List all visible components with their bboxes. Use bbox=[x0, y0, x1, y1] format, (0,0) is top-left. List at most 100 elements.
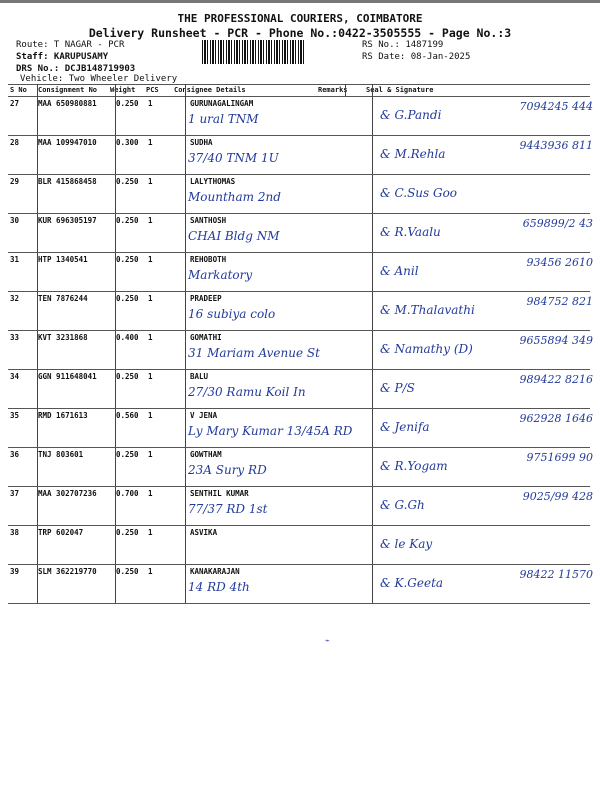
ink-mark: ⌁ bbox=[325, 636, 330, 645]
serial-number: 31 bbox=[10, 255, 20, 264]
pieces: 1 bbox=[148, 450, 153, 459]
consignee-name: GOWTHAM bbox=[190, 450, 222, 459]
serial-number: 38 bbox=[10, 528, 20, 537]
staff: Staff: KARUPUSAMY bbox=[16, 52, 109, 62]
runsheet-subtitle: Delivery Runsheet - PCR - Phone No.:0422… bbox=[88, 26, 512, 40]
table-row: 37 MAA 302707236 0.700 1 SENTHIL KUMAR 77/37 … bbox=[8, 486, 593, 526]
handwritten-phone: 659899/2 43 bbox=[522, 217, 593, 230]
table-row: 28 MAA 109947010 0.300 1 SUDHA 37/40 TNM 1U & … bbox=[8, 135, 593, 175]
weight: 0.250 bbox=[116, 567, 139, 576]
col-consignment: Consignment No bbox=[38, 86, 98, 94]
table-row: 30 KUR 696305197 0.250 1 SANTHOSH CHAI Bldg N… bbox=[8, 213, 593, 253]
handwritten-phone: 984752 821 bbox=[526, 295, 593, 308]
consignee-name: PRADEEP bbox=[190, 294, 222, 303]
signature: & G.Gh bbox=[380, 498, 425, 512]
table-row: 31 HTP 1340541 0.250 1 REHOBOTH Markatory & An… bbox=[8, 252, 593, 292]
pieces: 1 bbox=[148, 294, 153, 303]
consignee-name: KANAKARAJAN bbox=[190, 567, 240, 576]
consignee-name: REHOBOTH bbox=[190, 255, 227, 264]
serial-number: 36 bbox=[10, 450, 20, 459]
divider bbox=[372, 84, 373, 604]
serial-number: 37 bbox=[10, 489, 20, 498]
consignment-number: GGN 911648041 bbox=[38, 372, 97, 381]
signature: & Namathy (D) bbox=[380, 342, 473, 356]
handwritten-address: CHAI Bldg NM bbox=[188, 229, 280, 243]
serial-number: 32 bbox=[10, 294, 20, 303]
vehicle: Vehicle: Two Wheeler Delivery bbox=[20, 74, 178, 84]
handwritten-phone: 93456 2610 bbox=[526, 256, 593, 269]
weight: 0.700 bbox=[116, 489, 139, 498]
handwritten-phone: 9751699 90 bbox=[526, 451, 593, 464]
consignment-number: RMD 1671613 bbox=[38, 411, 88, 420]
handwritten-phone: 962928 1646 bbox=[519, 412, 593, 425]
handwritten-address: Markatory bbox=[188, 268, 253, 282]
weight: 0.250 bbox=[116, 294, 139, 303]
consignment-number: TNJ 803601 bbox=[38, 450, 84, 459]
signature: & M.Thalavathi bbox=[380, 303, 475, 317]
table-row: 32 TEN 7876244 0.250 1 PRADEEP 16 subiya colo… bbox=[8, 291, 593, 331]
serial-number: 29 bbox=[10, 177, 20, 186]
pieces: 1 bbox=[148, 216, 153, 225]
drs-number: DRS No.: DCJB148719903 bbox=[16, 64, 136, 74]
pieces: 1 bbox=[148, 489, 153, 498]
weight: 0.250 bbox=[116, 177, 139, 186]
handwritten-address: Ly Mary Kumar 13/45A RD bbox=[188, 424, 353, 438]
handwritten-phone: 7094245 444 bbox=[519, 100, 593, 113]
weight: 0.300 bbox=[116, 138, 139, 147]
handwritten-address: 1 ural TNM bbox=[188, 112, 259, 126]
consignment-number: BLR 415868458 bbox=[38, 177, 97, 186]
divider bbox=[37, 84, 38, 604]
table-row: 29 BLR 415868458 0.250 1 LALYTHOMAS Mountham … bbox=[8, 174, 590, 214]
handwritten-address: 16 subiya colo bbox=[188, 307, 276, 321]
signature: & K.Geeta bbox=[380, 576, 444, 590]
table-row: 27 MAA 650980881 0.250 1 GURUNAGALINGAM 1 ura… bbox=[8, 96, 593, 136]
signature: & Anil bbox=[380, 264, 419, 278]
handwritten-address: 27/30 Ramu Koil In bbox=[188, 385, 306, 399]
col-sno: S No bbox=[10, 86, 27, 94]
table-row: 35 RMD 1671613 0.560 1 V JENA Ly Mary Kumar 1… bbox=[8, 408, 593, 448]
pieces: 1 bbox=[148, 333, 153, 342]
handwritten-address: 37/40 TNM 1U bbox=[188, 151, 279, 165]
col-remarks: Remarks bbox=[318, 86, 348, 94]
table-row: 38 TRP 602047 0.250 1 ASVIKA & le Kay bbox=[8, 525, 590, 565]
table-row: 34 GGN 911648041 0.250 1 BALU 27/30 Ramu Koil… bbox=[8, 369, 593, 409]
consignee-name: GOMATHI bbox=[190, 333, 222, 342]
divider bbox=[185, 84, 186, 604]
weight: 0.250 bbox=[116, 528, 139, 537]
signature: & R.Vaalu bbox=[380, 225, 441, 239]
consignee-name: SENTHIL KUMAR bbox=[190, 489, 249, 498]
handwritten-address: 23A Sury RD bbox=[188, 463, 267, 477]
weight: 0.250 bbox=[116, 255, 139, 264]
weight: 0.250 bbox=[116, 216, 139, 225]
weight: 0.560 bbox=[116, 411, 139, 420]
pieces: 1 bbox=[148, 528, 153, 537]
pieces: 1 bbox=[148, 255, 153, 264]
weight: 0.400 bbox=[116, 333, 139, 342]
weight: 0.250 bbox=[116, 99, 139, 108]
company-title: THE PROFESSIONAL COURIERS, COIMBATORE bbox=[177, 12, 423, 25]
signature: & M.Rehla bbox=[380, 147, 446, 161]
table-row: 39 SLM 362219770 0.250 1 KANAKARAJAN 14 RD 4t… bbox=[8, 564, 593, 604]
consignment-number: KUR 696305197 bbox=[38, 216, 97, 225]
handwritten-address: Mountham 2nd bbox=[188, 190, 281, 204]
route: Route: T NAGAR - PCR bbox=[16, 40, 125, 50]
consignee-name: ASVIKA bbox=[190, 528, 218, 537]
consignment-number: MAA 109947010 bbox=[38, 138, 97, 147]
handwritten-address: 77/37 RD 1st bbox=[188, 502, 268, 516]
consignee-name: SANTHOSH bbox=[190, 216, 227, 225]
col-pcs: PCS bbox=[146, 86, 159, 94]
pieces: 1 bbox=[148, 567, 153, 576]
serial-number: 35 bbox=[10, 411, 20, 420]
pieces: 1 bbox=[148, 372, 153, 381]
serial-number: 34 bbox=[10, 372, 20, 381]
handwritten-phone: 9443936 811 bbox=[519, 139, 593, 152]
rs-date: RS Date: 08-Jan-2025 bbox=[362, 52, 471, 62]
signature: & G.Pandi bbox=[380, 108, 442, 122]
weight: 0.250 bbox=[116, 372, 139, 381]
divider bbox=[345, 84, 346, 96]
col-consignee: Consignee Details bbox=[174, 86, 246, 94]
consignment-number: TRP 602047 bbox=[38, 528, 84, 537]
consignee-name: GURUNAGALINGAM bbox=[190, 99, 254, 108]
handwritten-phone: 989422 8216 bbox=[519, 373, 593, 386]
